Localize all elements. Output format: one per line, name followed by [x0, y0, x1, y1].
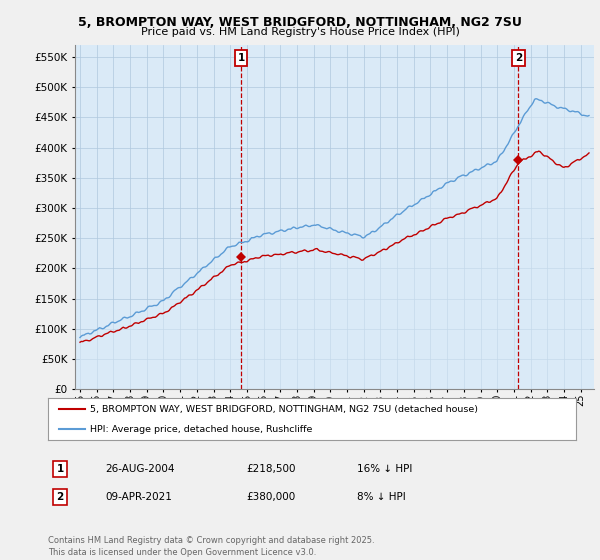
Text: Price paid vs. HM Land Registry's House Price Index (HPI): Price paid vs. HM Land Registry's House …	[140, 27, 460, 37]
Text: £218,500: £218,500	[246, 464, 296, 474]
Text: 5, BROMPTON WAY, WEST BRIDGFORD, NOTTINGHAM, NG2 7SU (detached house): 5, BROMPTON WAY, WEST BRIDGFORD, NOTTING…	[90, 405, 478, 414]
Text: 2: 2	[56, 492, 64, 502]
Text: 1: 1	[56, 464, 64, 474]
Text: 26-AUG-2004: 26-AUG-2004	[105, 464, 175, 474]
Text: 5, BROMPTON WAY, WEST BRIDGFORD, NOTTINGHAM, NG2 7SU: 5, BROMPTON WAY, WEST BRIDGFORD, NOTTING…	[78, 16, 522, 29]
Text: 1: 1	[238, 53, 245, 63]
Text: 8% ↓ HPI: 8% ↓ HPI	[357, 492, 406, 502]
Text: Contains HM Land Registry data © Crown copyright and database right 2025.
This d: Contains HM Land Registry data © Crown c…	[48, 536, 374, 557]
Text: 2: 2	[515, 53, 522, 63]
Text: 09-APR-2021: 09-APR-2021	[105, 492, 172, 502]
Text: HPI: Average price, detached house, Rushcliffe: HPI: Average price, detached house, Rush…	[90, 424, 313, 433]
Text: £380,000: £380,000	[246, 492, 295, 502]
Text: 16% ↓ HPI: 16% ↓ HPI	[357, 464, 412, 474]
